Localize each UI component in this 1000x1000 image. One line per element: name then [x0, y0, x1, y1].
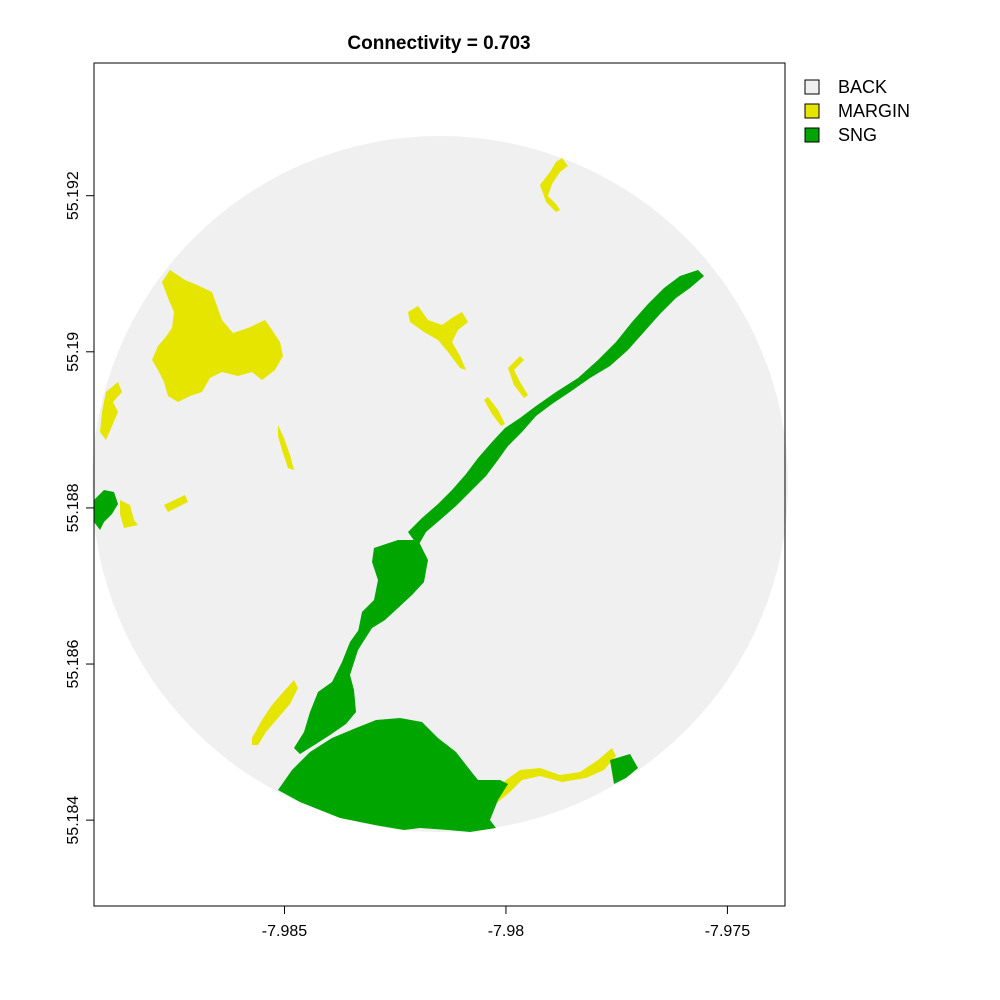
legend-label-sng: SNG	[838, 125, 877, 145]
y-tick-label: 55.184	[65, 796, 82, 845]
y-tick-label: 55.19	[65, 332, 82, 372]
x-axis: -7.985 -7.98 -7.975	[262, 906, 750, 940]
x-tick-label: -7.98	[488, 923, 525, 940]
sng-patch-west-edge	[94, 490, 118, 530]
margin-patch-northeast	[540, 158, 568, 212]
legend: BACK MARGIN SNG	[804, 77, 910, 145]
legend-swatch-sng	[804, 127, 820, 143]
margin-patch-southwest-strip	[252, 680, 298, 745]
y-tick-label: 55.192	[65, 171, 82, 220]
legend-label-margin: MARGIN	[838, 101, 910, 121]
sng-patch-southeast	[610, 754, 638, 784]
sng-patch-center	[358, 540, 428, 632]
margin-patch-thin-mid	[278, 425, 294, 470]
x-tick-label: -7.975	[705, 923, 750, 940]
sng-corridor-northeast	[408, 270, 704, 546]
y-tick-label: 55.186	[65, 639, 82, 688]
legend-swatch-margin	[804, 103, 820, 119]
study-area-back	[92, 136, 788, 832]
plot-frame	[93, 62, 786, 907]
y-axis: 55.184 55.186 55.188 55.19 55.192	[65, 171, 94, 845]
legend-label-back: BACK	[838, 77, 887, 97]
margin-patch-south-strip	[468, 748, 616, 806]
sng-corridor-southwest	[294, 628, 372, 754]
margin-patch-large-west	[152, 270, 283, 402]
sng-patch-large-south	[278, 718, 508, 832]
margin-patch-vline	[508, 356, 528, 398]
legend-swatch-back	[804, 79, 820, 95]
margin-patch-diag	[484, 397, 505, 426]
y-tick-label: 55.188	[65, 483, 82, 532]
margin-patch-west-edge	[100, 382, 122, 440]
margin-patches	[100, 158, 616, 806]
sng-patches	[94, 270, 704, 832]
margin-patch-north-center	[408, 306, 468, 370]
margin-patch-small-1	[164, 495, 188, 512]
margin-patch-small-2	[120, 500, 138, 528]
x-tick-label: -7.985	[262, 923, 307, 940]
chart-title: Connectivity = 0.703	[347, 33, 530, 54]
